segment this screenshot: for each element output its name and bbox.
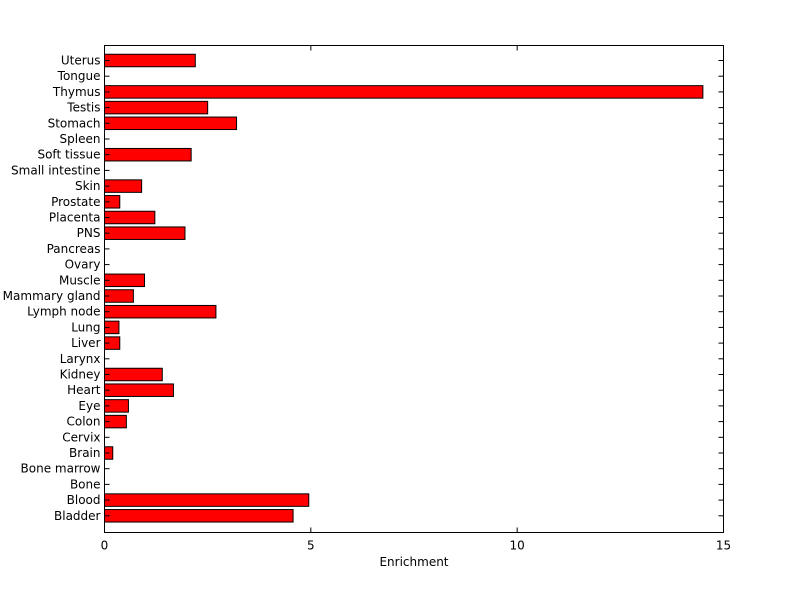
category-label-mammary-gland: Mammary gland xyxy=(3,289,101,303)
bars-group xyxy=(104,53,704,523)
category-label-larynx: Larynx xyxy=(60,352,101,366)
bar-testis xyxy=(104,100,209,115)
x-tick-label-5: 5 xyxy=(307,539,315,553)
category-label-soft-tissue: Soft tissue xyxy=(37,148,100,162)
x-tick-label-0: 0 xyxy=(101,539,109,553)
bar-soft-tissue xyxy=(104,147,192,162)
category-label-small-intestine: Small intestine xyxy=(11,163,100,177)
category-label-lung: Lung xyxy=(71,320,100,334)
category-label-kidney: Kidney xyxy=(60,368,101,382)
bar-skin xyxy=(104,179,143,193)
category-label-colon: Colon xyxy=(66,415,100,429)
category-label-bone-marrow: Bone marrow xyxy=(21,462,101,476)
x-tick-labels: 0 5 10 15 xyxy=(101,539,731,553)
category-label-placenta: Placenta xyxy=(49,211,101,225)
category-label-prostate: Prostate xyxy=(51,195,100,209)
bar-uterus xyxy=(104,53,196,68)
bar-placenta xyxy=(104,210,156,225)
bar-muscle xyxy=(104,273,146,288)
category-label-tongue: Tongue xyxy=(57,69,101,83)
category-label-liver: Liver xyxy=(71,336,101,350)
bar-lymph-node xyxy=(104,304,217,319)
ticks-group xyxy=(104,45,724,533)
category-label-thymus: Thymus xyxy=(52,85,101,99)
category-label-skin: Skin xyxy=(75,179,101,193)
category-label-stomach: Stomach xyxy=(48,116,101,130)
category-label-bone: Bone xyxy=(70,477,101,491)
bar-bladder xyxy=(104,509,294,523)
category-label-testis: Testis xyxy=(66,101,100,115)
category-label-pns: PNS xyxy=(77,226,101,240)
bar-pns xyxy=(104,226,186,240)
category-label-brain: Brain xyxy=(69,446,100,460)
category-label-spleen: Spleen xyxy=(60,132,101,146)
bar-blood xyxy=(104,493,310,507)
bar-thymus xyxy=(104,85,704,99)
category-label-eye: Eye xyxy=(78,399,100,413)
x-tick-label-15: 15 xyxy=(716,539,731,553)
x-tick-label-10: 10 xyxy=(510,539,525,553)
category-label-cervix: Cervix xyxy=(62,430,100,444)
bar-kidney xyxy=(104,367,163,382)
category-label-ovary: Ovary xyxy=(65,258,101,272)
plot-frame xyxy=(104,45,724,533)
bar-stomach xyxy=(104,116,238,131)
category-label-uterus: Uterus xyxy=(61,54,101,68)
category-label-heart: Heart xyxy=(67,383,101,397)
x-axis-label: Enrichment xyxy=(379,555,448,569)
bar-heart xyxy=(104,383,174,397)
category-label-muscle: Muscle xyxy=(59,273,101,287)
category-label-blood: Blood xyxy=(67,493,101,507)
category-label-pancreas: Pancreas xyxy=(47,242,101,256)
category-label-lymph-node: Lymph node xyxy=(27,305,100,319)
category-label-bladder: Bladder xyxy=(54,509,101,523)
